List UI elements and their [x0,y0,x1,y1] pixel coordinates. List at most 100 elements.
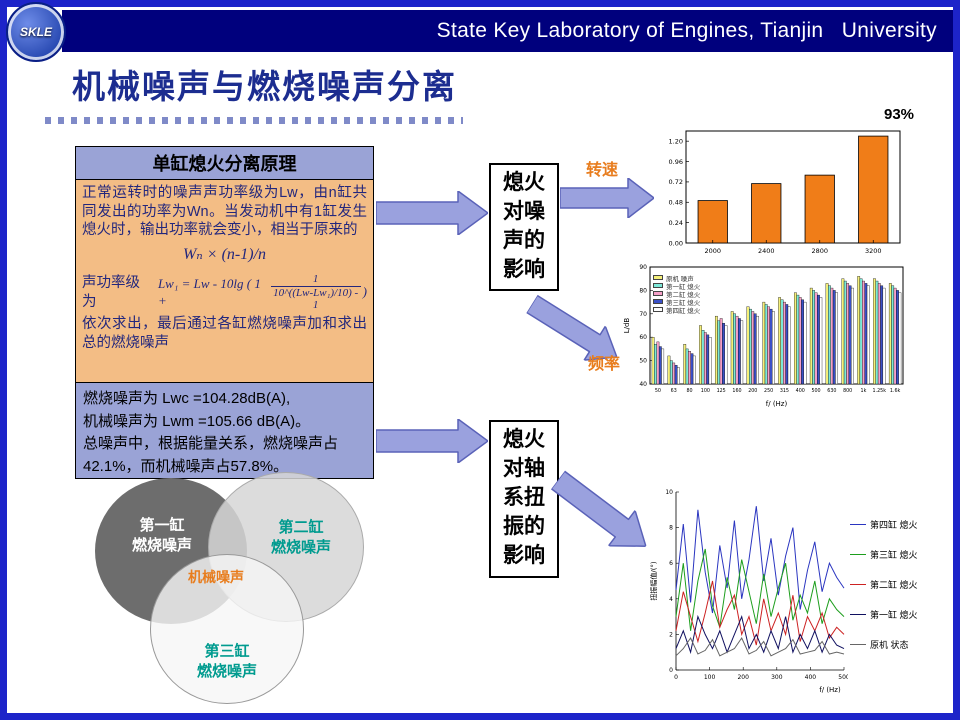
svg-text:70: 70 [639,311,647,318]
svg-text:8: 8 [669,525,673,532]
legend-line-swatch [850,524,866,525]
svg-text:800: 800 [843,388,852,394]
svg-text:0.24: 0.24 [669,219,683,227]
svg-text:0: 0 [669,667,673,674]
result-text: 燃烧噪声为 Lwc =104.28dB(A), 机械噪声为 Lwm =105.6… [76,382,373,478]
speed-bar-chart: 0.00 0.24 0.48 0.72 0.96 1.20 2000 2400 2800 3200 [650,121,908,261]
legend-swatch [653,283,663,288]
svg-text:3200: 3200 [865,247,882,255]
svg-text:90: 90 [639,264,647,271]
formula-post: ) [362,284,367,300]
legend-swatch [653,299,663,304]
svg-text:0.00: 0.00 [669,239,683,247]
svg-text:630: 630 [827,388,836,394]
arrow-panel-to-noise-box [376,191,488,235]
venn-diagram: 第一缸 燃烧噪声 第二缸 燃烧噪声 机械噪声 第三缸 燃烧噪声 [90,470,380,715]
venn-label-cylinder2: 第二缸 燃烧噪声 [270,519,331,557]
svg-text:1.20: 1.20 [669,137,683,145]
svg-text:2800: 2800 [811,247,828,255]
svg-text:4: 4 [669,596,673,603]
sound-power-formula-row: 声功率级为 Lw₁ = Lw - 10lg ( 1 + 1 10^((Lw-Lw… [82,270,367,315]
slide-title: 机械噪声与燃烧噪声分离 [72,68,457,105]
legend-label: 第三缸 熄火 [666,299,701,307]
legend-label: 第一缸 熄火 [666,283,701,291]
svg-text:80: 80 [639,287,647,294]
principle-panel-body: 正常运转时的噪声声功率级为Lw，由n缸共同发出的功率为Wn。当发动机中有1缸发生… [76,180,373,382]
svg-text:400: 400 [805,674,817,681]
dotted-divider [45,117,463,124]
svg-text:1.6k: 1.6k [890,388,901,394]
principle-paragraph-1: 正常运转时的噪声声功率级为Lw，由n缸共同发出的功率为Wn。当发动机中有1缸发生… [82,185,367,239]
legend-label: 原机 噪声 [666,275,694,283]
svg-text:2000: 2000 [704,247,721,255]
venn-label-mechanical-noise: 机械噪声 [188,569,244,585]
svg-text:6: 6 [669,560,673,567]
svg-text:315: 315 [780,388,789,394]
label-frequency: 频率 [588,356,621,373]
legend-item: 第一缸 熄火 [850,608,918,621]
svg-text:200: 200 [748,388,757,394]
spectrum-legend: 原机 噪声 第一缸 熄火 第二缸 熄火 第三缸 熄火 第四缸 熄火 [653,274,701,315]
frequency-spectrum-chart: 40 50 60 70 80 90 50 63 80 100 125 160 200 250 315 400 5… [620,262,908,408]
sound-power-formula: Lw₁ = Lw - 10lg ( 1 + 1 10^((Lw-Lw₁)/10)… [158,273,367,312]
svg-text:0: 0 [674,674,678,681]
arrow-to-speed-chart [560,178,654,218]
legend-label: 原机 状态 [870,640,909,650]
legend-line-swatch [850,614,866,615]
fraction-denominator: 10^((Lw-Lw₁)/10) - 1 [273,286,359,312]
arrow-to-torsion-chart [550,470,647,547]
legend-item: 原机 噪声 [653,274,700,283]
arrow-panel-to-torsion-box [376,419,488,463]
principle-panel: 单缸熄火分离原理 正常运转时的噪声声功率级为Lw，由n缸共同发出的功率为Wn。当… [75,146,374,479]
legend-item: 第一缸 熄火 [653,282,701,291]
svg-text:1.25k: 1.25k [873,388,887,394]
header-title: State Key Laboratory of Engines, Tianjin… [436,19,937,42]
venn-label-cylinder3: 第三缸 燃烧噪声 [196,643,257,681]
svg-text:2: 2 [669,631,673,638]
legend-label: 第一缸 熄火 [870,610,918,620]
svg-text:40: 40 [639,381,647,388]
svg-text:400: 400 [796,388,805,394]
svg-text:0.72: 0.72 [669,178,683,186]
svg-text:125: 125 [717,388,726,394]
arrow-to-frequency-chart [525,294,618,361]
flow-box-torsion-effect: 熄火对轴系扭振的影响 [489,420,559,578]
svg-text:50: 50 [639,358,647,365]
speed-bar-chart-svg: 0.00 0.24 0.48 0.72 0.96 1.20 2000 2400 2800 3200 [669,130,901,255]
svg-text:500: 500 [811,388,820,394]
svg-text:80: 80 [686,388,692,394]
legend-label: 第四缸 熄火 [666,307,701,315]
svg-text:200: 200 [737,674,749,681]
formula-pre: Lw₁ = Lw - 10lg ( 1 + [157,275,261,308]
venn-circle-cylinder3 [150,554,304,704]
legend-item: 第四缸 熄火 [653,306,701,315]
svg-text:f/ (Hz): f/ (Hz) [819,686,841,694]
svg-text:2400: 2400 [758,247,775,255]
legend-item: 第四缸 熄火 [850,518,918,531]
percent-annotation: 93% [884,106,915,123]
principle-panel-header: 单缸熄火分离原理 [76,147,373,180]
legend-label: 第三缸 熄火 [870,550,918,560]
svg-text:500: 500 [838,674,848,681]
svg-text:100: 100 [704,674,716,681]
formula-fraction: 1 10^((Lw-Lw₁)/10) - 1 [270,273,361,312]
legend-item: 原机 状态 [850,638,918,651]
skle-logo-icon: SKLE [6,2,66,62]
legend-swatch [653,307,663,312]
svg-text:1k: 1k [861,388,867,394]
svg-text:160: 160 [732,388,741,394]
svg-text:250: 250 [764,388,773,394]
formula-label: 声功率级为 [82,275,140,310]
svg-text:扭振幅值/(°): 扭振幅值/(°) [649,561,658,601]
svg-text:10: 10 [665,489,673,496]
svg-text:300: 300 [771,674,783,681]
logo-text: SKLE [19,25,52,39]
svg-text:50: 50 [655,388,661,394]
principle-paragraph-2: 依次求出，最后通过各缸燃烧噪声加和求出总的燃烧噪声 [82,316,367,351]
legend-label: 第二缸 熄火 [870,580,918,590]
legend-item: 第三缸 熄火 [850,548,918,561]
spectrum-chart-svg: 40 50 60 70 80 90 50 63 80 100 125 160 200 250 315 400 5… [623,264,904,408]
legend-line-swatch [850,584,866,585]
